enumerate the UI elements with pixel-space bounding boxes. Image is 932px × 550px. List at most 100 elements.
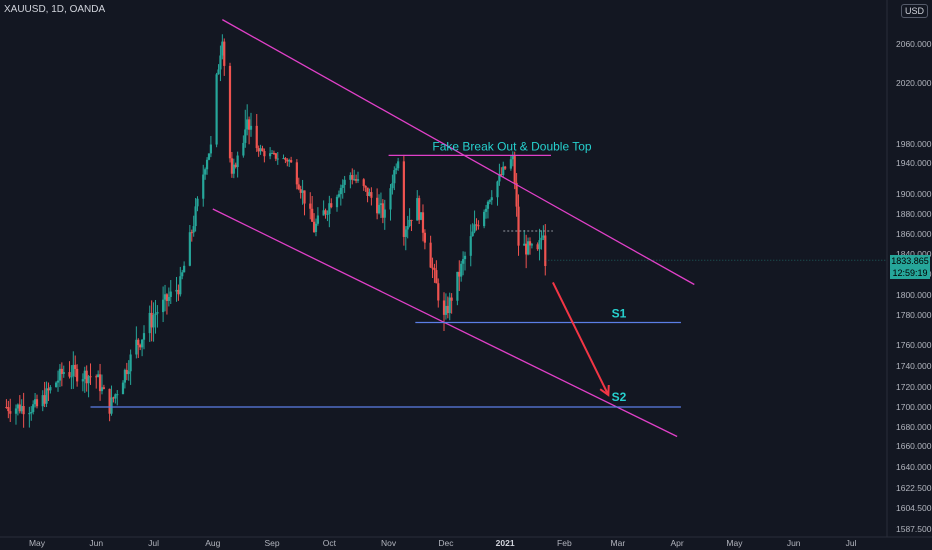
candle-body [502, 166, 505, 175]
candle-body [98, 374, 102, 392]
candle-body [353, 179, 356, 181]
candle-body [62, 372, 65, 374]
candle-body [183, 265, 186, 273]
candle-body [219, 55, 222, 70]
candle-body [5, 407, 8, 408]
candle-body [309, 203, 312, 209]
candle-body [335, 196, 339, 208]
candle-body [14, 408, 18, 414]
candle-body [490, 197, 493, 201]
x-tick-label: May [29, 538, 46, 548]
candle-body [215, 74, 218, 145]
candle-body [230, 158, 234, 174]
candle-body [16, 404, 19, 409]
y-tick-label: 1622.500 [896, 483, 932, 493]
candle-body [433, 268, 436, 271]
candle-body [167, 296, 170, 301]
channel-upper-line [222, 19, 695, 286]
candle-body [148, 312, 151, 334]
x-tick-label: Dec [438, 538, 454, 548]
candle-body [351, 175, 354, 180]
y-tick-label: 1760.000 [896, 340, 932, 350]
candle-body [9, 411, 12, 414]
candle-body [393, 170, 396, 184]
y-tick-label: 1640.000 [896, 462, 932, 472]
candle-body [45, 388, 48, 404]
candle-body [135, 339, 138, 355]
candle-body [188, 232, 191, 266]
candle-body [192, 226, 195, 233]
y-tick-label: 1840.000 [896, 249, 932, 259]
x-tick-label: Jun [787, 538, 801, 548]
candle-body [435, 270, 438, 284]
candle-body [177, 289, 180, 295]
currency-button[interactable]: USD [901, 4, 929, 18]
candle-body [137, 339, 140, 346]
candle-body [523, 243, 526, 246]
candle-body [408, 219, 411, 227]
candle-body [450, 297, 453, 301]
candle-body [328, 203, 331, 214]
candle-body [83, 370, 86, 380]
candle-body [194, 206, 197, 227]
candle-body [81, 379, 84, 382]
candle-body [538, 240, 541, 250]
last-price-badge: 1833.865 [890, 255, 930, 267]
candle-body [364, 185, 367, 188]
candle-body [276, 158, 279, 160]
candle-body [156, 312, 159, 314]
y-tick-label: 1780.000 [896, 310, 932, 320]
candle-body [416, 198, 419, 221]
candle-body [444, 305, 448, 315]
candle-body [284, 158, 287, 160]
candle-body [429, 242, 432, 268]
symbol-label[interactable]: XAUUSD, 1D, OANDA [4, 4, 106, 15]
candle-body [125, 369, 128, 375]
candle-body [376, 197, 379, 214]
candle-body [263, 151, 266, 157]
candle-body [28, 413, 31, 415]
candle-body [463, 255, 467, 260]
candle-body [100, 387, 104, 392]
candle-body [269, 153, 272, 157]
candle-body [228, 65, 232, 159]
candle-body [7, 407, 10, 412]
y-tick-label: 1720.000 [896, 382, 932, 392]
candle-body [110, 397, 113, 414]
x-tick-label: Feb [557, 538, 572, 548]
x-tick-label: Aug [205, 538, 220, 548]
candle-body [70, 376, 73, 378]
candle-body [486, 201, 490, 209]
candle-body [72, 364, 75, 377]
candle-body [162, 299, 165, 313]
candle-body [488, 200, 491, 202]
candle-body [60, 368, 63, 374]
candle-body [314, 223, 318, 233]
candle-body [108, 388, 111, 414]
candle-body [484, 208, 488, 212]
candle-body [381, 203, 384, 218]
candle-body [242, 142, 245, 156]
y-tick-label: 2020.000 [896, 78, 932, 88]
y-tick-label: 1860.000 [896, 229, 932, 239]
candle-body [209, 144, 212, 154]
y-tick-label: 1900.000 [896, 189, 932, 199]
candle-body [95, 376, 98, 378]
candle-body [326, 213, 329, 215]
candle-body [221, 41, 224, 56]
candle-body [165, 294, 169, 301]
candle-body [274, 153, 277, 159]
candle-body [526, 241, 530, 255]
candle-body [154, 313, 157, 316]
candle-body [544, 235, 547, 266]
candle-body [303, 190, 306, 204]
candle-body [525, 243, 528, 255]
candle-body [389, 188, 392, 210]
candle-body [255, 125, 258, 149]
candle-body [301, 190, 304, 193]
candle-body [498, 174, 501, 182]
candle-body [223, 41, 226, 66]
candle-body [286, 159, 289, 162]
candle-body [402, 161, 405, 237]
